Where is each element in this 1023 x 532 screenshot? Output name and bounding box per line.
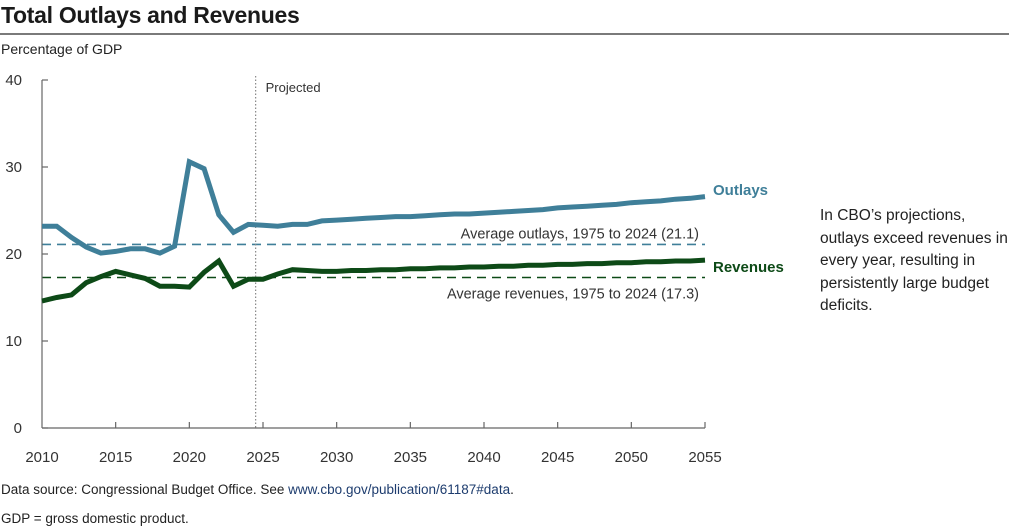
y-tick-label: 10 [5, 333, 22, 350]
y-tick-label: 20 [5, 246, 22, 263]
data-source-note: Data source: Congressional Budget Office… [1, 482, 514, 497]
chart-title: Total Outlays and Revenues [1, 2, 300, 28]
x-tick-label: 2025 [246, 449, 279, 466]
x-tick-label: 2015 [99, 449, 132, 466]
y-axis-units-label: Percentage of GDP [1, 41, 123, 57]
y-tick-label: 40 [5, 72, 22, 89]
series-lines [41, 158, 706, 304]
revenues-series-label: Revenues [713, 259, 784, 276]
title-rule [0, 33, 1009, 35]
chart-note: In CBO’s projections, outlays exceed rev… [820, 207, 1008, 314]
reference-lines [42, 243, 705, 279]
average-outlays-label: Average outlays, 1975 to 2024 (21.1) [461, 226, 699, 242]
x-tick-label: 2050 [615, 449, 648, 466]
revenues-line [41, 257, 706, 304]
projected-label: Projected [266, 80, 321, 95]
gdp-definition-note: GDP = gross domestic product. [1, 511, 189, 526]
x-tick-label: 2035 [394, 449, 427, 466]
x-tick-label: 2010 [25, 449, 58, 466]
x-tick-label: 2030 [320, 449, 353, 466]
y-tick-label: 30 [5, 159, 22, 176]
y-tick-label: 0 [14, 420, 22, 437]
x-tick-label: 2045 [541, 449, 574, 466]
source-suffix: . [510, 482, 514, 497]
x-tick-label: 2040 [467, 449, 500, 466]
x-tick-label: 2020 [173, 449, 206, 466]
outlays-line [42, 158, 706, 256]
source-prefix: Data source: Congressional Budget Office… [1, 482, 289, 497]
average-revenues-label: Average revenues, 1975 to 2024 (17.3) [447, 286, 699, 302]
source-link[interactable]: www.cbo.gov/publication/61187#data [288, 482, 511, 497]
outlays-series-label: Outlays [713, 182, 768, 199]
x-tick-label: 2055 [688, 449, 721, 466]
